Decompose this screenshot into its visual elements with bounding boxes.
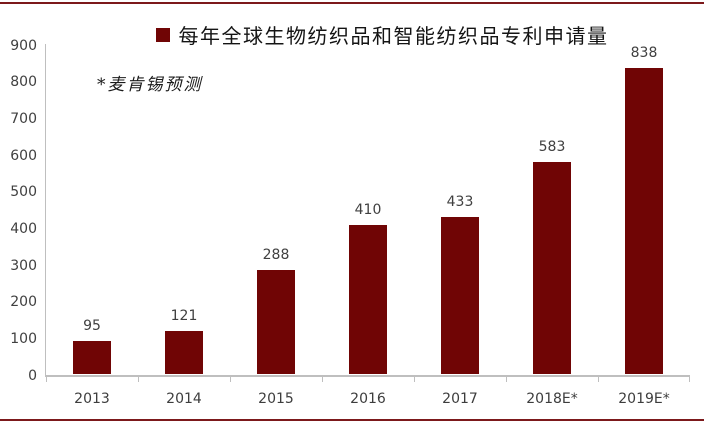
chart-title: 每年全球生物纺织品和智能纺织品专利申请量 [178,24,609,48]
x-axis-tick [598,376,599,382]
y-axis-tick-label: 900 [10,37,37,54]
x-axis-tick [414,376,415,382]
y-axis-tick-label: 300 [10,257,37,274]
x-axis-category-label: 2019E* [618,391,670,407]
bar-value-label: 583 [538,138,566,155]
forecast-annotation: *麦肯锡预测 [97,75,203,95]
bar-value-label: 95 [83,317,101,334]
bar-value-label: 838 [630,45,658,62]
bar [349,225,387,375]
y-axis-tick-label: 500 [10,184,37,201]
y-axis-tick-label: 600 [10,147,37,164]
x-axis-tick [506,376,507,382]
x-axis-line [45,375,690,377]
x-axis-category-label: 2018E* [526,391,578,407]
x-axis-category-label: 2014 [166,391,202,407]
x-axis-tick [138,376,139,382]
bar [533,161,571,375]
y-axis-tick-label: 700 [10,110,37,127]
bar-value-label: 410 [354,202,382,219]
x-axis-category-label: 2017 [442,391,478,407]
x-axis-tick [689,376,690,382]
bar [257,269,295,375]
x-axis-tick [322,376,323,382]
y-axis-tick-label: 400 [10,220,37,237]
bar [441,216,479,375]
bar-value-label: 121 [170,308,198,325]
y-axis-tick-label: 200 [10,294,37,311]
x-axis-category-label: 2013 [74,391,110,407]
x-axis-category-label: 2015 [258,391,294,407]
y-axis-tick-label: 0 [28,367,37,384]
bottom-border-line [0,419,704,421]
y-axis-line [45,43,46,377]
top-border-line [0,2,704,4]
x-axis-tick [230,376,231,382]
legend-marker-square [155,27,170,42]
y-axis-tick-label: 100 [10,330,37,347]
bar [625,68,663,375]
x-axis-category-label: 2016 [350,391,386,407]
bar-value-label: 433 [446,193,474,210]
y-axis-tick-label: 800 [10,74,37,91]
bar [165,331,203,375]
chart-legend: 每年全球生物纺织品和智能纺织品专利申请量 [60,20,704,49]
x-axis-tick [46,376,47,382]
bar [73,340,111,375]
bar-value-label: 288 [262,246,290,263]
